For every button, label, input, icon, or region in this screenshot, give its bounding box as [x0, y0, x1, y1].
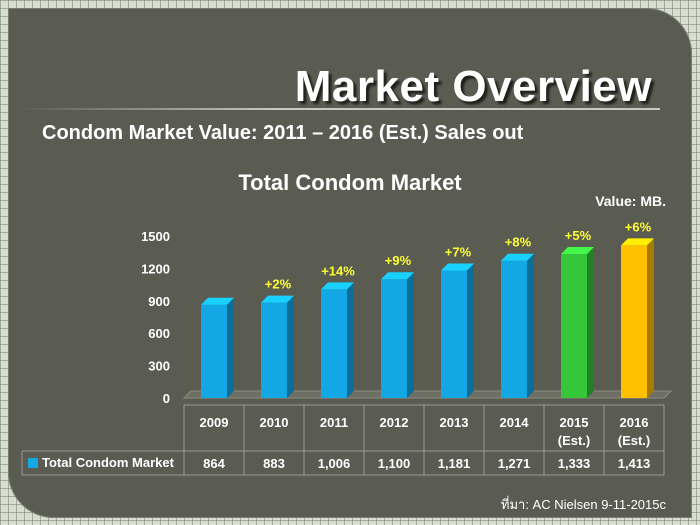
- x-tick-note: (Est.): [618, 433, 651, 448]
- bar-top: [261, 295, 294, 303]
- bar-side: [647, 238, 654, 398]
- growth-label: +6%: [625, 219, 652, 234]
- page-title: Market Overview: [294, 62, 652, 111]
- bar: [501, 260, 527, 398]
- bar-side: [347, 282, 354, 398]
- table-value: 1,413: [618, 456, 651, 471]
- y-tick-label: 900: [148, 294, 170, 309]
- y-tick-label: 600: [148, 326, 170, 341]
- growth-label: +9%: [385, 253, 412, 268]
- bar-top: [501, 253, 534, 261]
- title-divider: [20, 108, 660, 110]
- x-tick-label: 2015: [560, 415, 589, 430]
- bar: [621, 245, 647, 398]
- y-tick-label: 300: [148, 359, 170, 374]
- bar-side: [527, 253, 534, 398]
- bar-top: [201, 297, 234, 305]
- y-tick-label: 1200: [141, 261, 170, 276]
- bar-top: [441, 263, 474, 271]
- page-subtitle: Condom Market Value: 2011 – 2016 (Est.) …: [42, 122, 524, 144]
- bar-top: [621, 238, 654, 246]
- bar: [441, 270, 467, 398]
- x-tick-label: 2013: [440, 415, 469, 430]
- y-tick-label: 1500: [141, 229, 170, 244]
- table-value: 1,006: [318, 456, 351, 471]
- table-value: 883: [263, 456, 285, 471]
- growth-label: +8%: [505, 235, 532, 250]
- bar-side: [467, 263, 474, 398]
- bar: [381, 279, 407, 398]
- x-tick-note: (Est.): [558, 433, 591, 448]
- bar-side: [227, 297, 234, 398]
- table-value: 1,333: [558, 456, 591, 471]
- x-tick-label: 2016: [620, 415, 649, 430]
- growth-label: +7%: [445, 244, 472, 259]
- bar-side: [587, 247, 594, 398]
- table-value: 1,100: [378, 456, 411, 471]
- growth-label: +5%: [565, 228, 592, 243]
- bar-top: [381, 272, 414, 280]
- table-value: 1,181: [438, 456, 471, 471]
- x-tick-label: 2012: [380, 415, 409, 430]
- y-tick-label: 0: [163, 391, 170, 406]
- legend-swatch: [28, 458, 38, 468]
- bar: [261, 302, 287, 398]
- bar-side: [287, 295, 294, 398]
- x-tick-label: 2010: [260, 415, 289, 430]
- table-value: 1,271: [498, 456, 531, 471]
- legend-label: Total Condom Market: [42, 455, 175, 470]
- growth-label: +14%: [321, 263, 355, 278]
- growth-label: +2%: [265, 277, 292, 292]
- bar: [321, 289, 347, 398]
- source-note: ที่มา: AC Nielsen 9-11-2015c: [500, 497, 666, 512]
- chart-title: Total Condom Market: [238, 170, 462, 195]
- x-tick-label: 2014: [500, 415, 530, 430]
- bar: [561, 254, 587, 398]
- bar-top: [561, 247, 594, 255]
- bar-top: [321, 282, 354, 290]
- table-value: 864: [203, 456, 225, 471]
- plot-floor: [182, 390, 673, 399]
- x-tick-label: 2009: [200, 415, 229, 430]
- unit-label: Value: MB.: [595, 193, 666, 209]
- bar-side: [407, 272, 414, 398]
- x-tick-label: 2011: [320, 415, 348, 430]
- bar: [201, 304, 227, 398]
